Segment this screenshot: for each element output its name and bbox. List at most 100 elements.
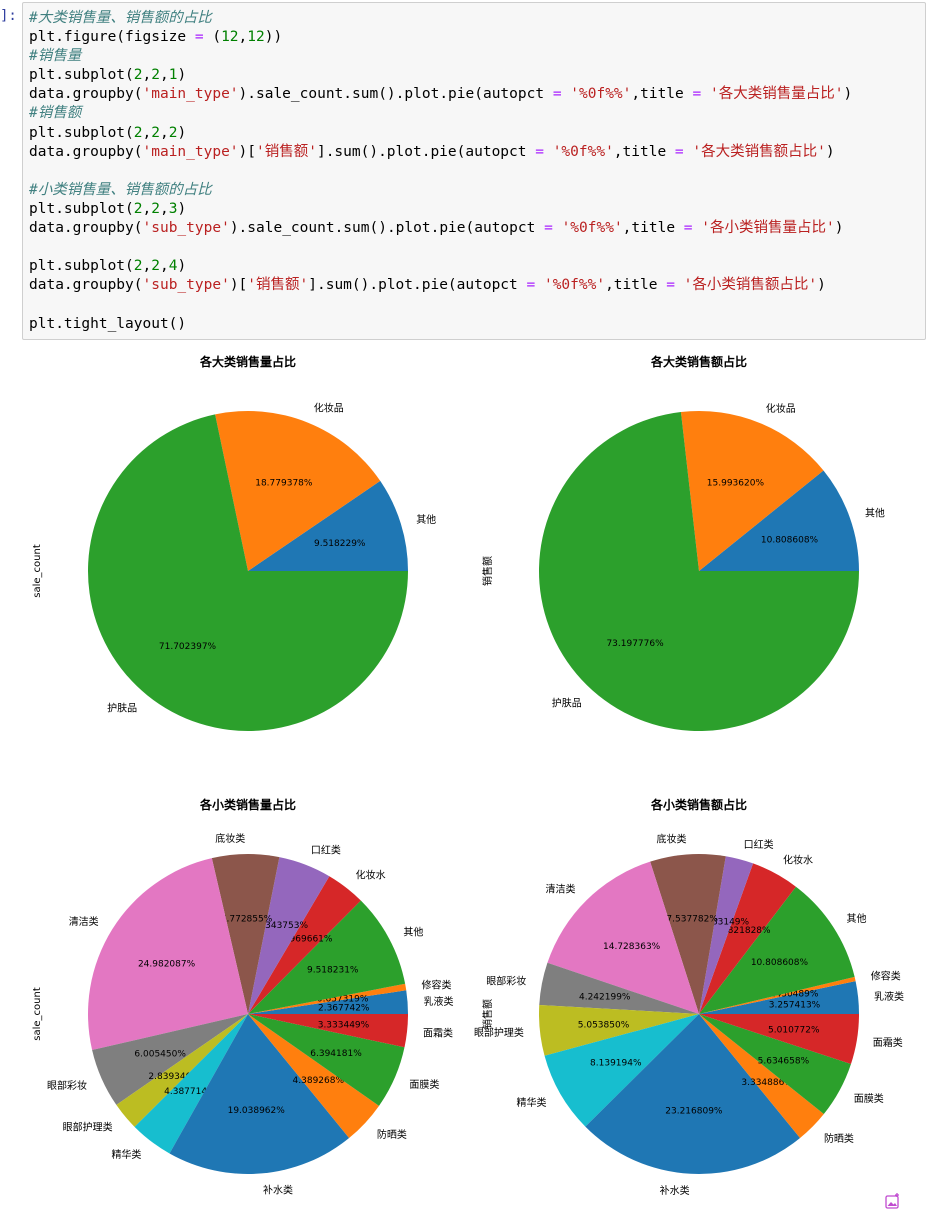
- slice-label: 其他: [403, 925, 423, 938]
- slice-label: 面膜类: [409, 1078, 439, 1091]
- code-token: ,title: [631, 86, 693, 103]
- code-line: plt.subplot(2,2,4): [29, 257, 925, 276]
- code-token: ,: [142, 258, 152, 275]
- code-token: '各大类销售量占比': [709, 86, 844, 103]
- pie-slice: [699, 1014, 851, 1115]
- pie-slice: [248, 857, 330, 1014]
- code-token: 2: [133, 200, 143, 217]
- pie-slice: [92, 1014, 248, 1105]
- code-line: plt.tight_layout(): [29, 315, 925, 334]
- code-line: data.groupby('sub_type').sale_count.sum(…: [29, 219, 925, 238]
- code-token: [693, 220, 702, 236]
- code-token: ,: [142, 200, 152, 217]
- slice-pct-label: 9.518231%: [307, 965, 359, 975]
- pie-slice: [169, 1014, 350, 1174]
- code-token: )[: [238, 143, 256, 160]
- slice-label: 化妆品: [314, 402, 344, 415]
- plot-output: 各大类销售量占比 sale_count 其他 9.518229% 化妆品 18.77937…: [32, 354, 904, 1197]
- slice-pct-label: 2.367742%: [318, 1003, 370, 1013]
- pie-chart: 各大类销售量占比 sale_count 其他 9.518229% 化妆品 18.77937…: [32, 354, 436, 731]
- slice-pct-label: 23.216809%: [665, 1106, 723, 1116]
- code-token: ,: [159, 258, 169, 275]
- code-line: data.groupby('main_type').sale_count.sum…: [29, 85, 925, 104]
- slice-label: 防晒类: [824, 1132, 854, 1145]
- slice-pct-label: 0.430489%: [767, 990, 819, 1000]
- slice-label: 修容类: [421, 978, 451, 991]
- chart-title: 各小类销售量占比: [199, 797, 296, 812]
- code-token: ,: [159, 67, 169, 84]
- code-token: plt.subplot(: [29, 124, 134, 141]
- code-token: 'main_type': [142, 86, 239, 103]
- pie-slice: [539, 962, 699, 1014]
- code-token: ,: [142, 124, 152, 141]
- code-token: ): [177, 258, 187, 275]
- code-token: ).sale_count.sum().plot.pie(autopct: [229, 220, 545, 237]
- code-line: #销售额: [29, 104, 925, 123]
- code-token: '销售额': [247, 277, 309, 294]
- slice-label: 面膜类: [854, 1092, 884, 1105]
- code-token: ).sale_count.sum().plot.pie(autopct: [238, 86, 553, 103]
- slice-pct-label: 3.333449%: [318, 1021, 370, 1031]
- code-token: ,: [159, 200, 169, 217]
- pie-slice: [699, 1014, 859, 1065]
- code-token: 12: [247, 29, 265, 46]
- code-cell[interactable]: #大类销售量、销售额的占比 plt.figure(figsize = (12,12…: [22, 2, 926, 340]
- slice-label: 眼部护理类: [474, 1026, 524, 1039]
- code-token: #小类销售量、销售额的占比: [29, 181, 212, 198]
- code-token: 'sub_type': [142, 277, 230, 294]
- slice-pct-label: 4.242199%: [579, 992, 631, 1002]
- code-token: ,title: [622, 220, 684, 237]
- code-token: plt.subplot(: [29, 258, 134, 275]
- code-line: #销售量: [29, 47, 925, 66]
- pie-slice: [248, 1014, 405, 1106]
- slice-label: 精华类: [111, 1148, 141, 1161]
- code-token: =: [526, 277, 536, 294]
- code-token: ): [817, 277, 826, 294]
- pie-slice: [134, 1014, 248, 1154]
- chart-ylabel: sale_count: [32, 987, 43, 1041]
- chart-ylabel: 销售额: [481, 556, 494, 586]
- slice-pct-label: 19.038962%: [228, 1106, 286, 1116]
- code-line: data.groupby('main_type')['销售额'].sum().p…: [29, 143, 925, 162]
- pie-slice: [539, 412, 859, 731]
- pie-slice: [699, 470, 859, 571]
- code-token: 4: [168, 258, 178, 275]
- code-token: 2: [133, 67, 143, 84]
- code-token: ,: [142, 67, 152, 84]
- code-token: 2: [133, 258, 143, 275]
- code-token: ,: [159, 124, 169, 141]
- slice-pct-label: 4.821828%: [719, 926, 771, 936]
- code-token: ): [177, 200, 187, 217]
- code-token: plt.figure(figsize: [29, 29, 195, 46]
- pie-slice: [699, 981, 859, 1014]
- slice-pct-label: 15.993620%: [707, 479, 765, 489]
- pie-slice: [547, 861, 699, 1014]
- code-token: =: [544, 220, 553, 237]
- code-token: ): [843, 86, 853, 103]
- code-token: '%0f%%': [543, 277, 606, 294]
- code-line: [29, 295, 925, 314]
- code-token: '各小类销售量占比': [701, 220, 835, 237]
- slice-label: 面霜类: [873, 1036, 903, 1049]
- cell-prompt: ]:: [0, 8, 17, 24]
- code-token: plt.subplot(: [29, 67, 134, 84]
- pie-slice: [215, 411, 381, 571]
- slice-label: 底妆类: [215, 832, 245, 845]
- slice-pct-label: 5.343753%: [257, 921, 309, 931]
- slice-pct-label: 4.387714%: [164, 1087, 216, 1097]
- code-token: 'main_type': [142, 143, 239, 160]
- code-token: =: [692, 86, 702, 103]
- code-token: [553, 220, 562, 236]
- code-token: '%0f%%': [552, 143, 614, 160]
- slice-pct-label: 2.839340%: [148, 1072, 200, 1082]
- pie-slice: [248, 1014, 409, 1048]
- image-icon[interactable]: [884, 1192, 902, 1210]
- code-token: data.groupby(: [29, 220, 143, 237]
- code-token: =: [194, 29, 204, 46]
- pie-slice: [211, 854, 280, 1014]
- code-token: 1: [168, 67, 178, 84]
- pie-slice: [699, 863, 796, 1014]
- slice-label: 补水类: [263, 1183, 293, 1196]
- code-line: [29, 162, 925, 181]
- slice-label: 口红类: [311, 844, 341, 857]
